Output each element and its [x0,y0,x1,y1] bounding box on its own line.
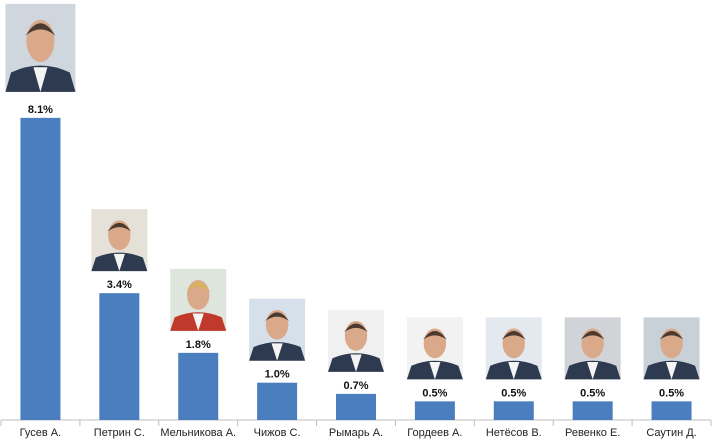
bar [20,117,61,421]
photo-hair [186,282,210,292]
photo-hair [502,330,526,340]
photo-shirt [33,67,48,92]
candidate-photo [328,309,384,372]
candidate-photo [91,209,148,272]
bar [257,382,298,420]
candidate-photo [5,3,76,92]
value-label: 0.5% [659,387,684,399]
category-label: Чижов С. [254,427,301,439]
photo-shirt [113,253,125,272]
bar [493,401,534,420]
bar [651,401,692,420]
category-label: Нетёсов В. [486,427,542,439]
candidate-photo [406,317,463,380]
photo-shirt [587,361,599,380]
candidate-photo [170,268,227,331]
category-label: Гусев А. [20,427,62,439]
category-label: Мельникова А. [160,427,236,439]
photo-shirt [271,343,283,361]
candidate-photo [249,298,306,361]
value-label: 0.7% [343,380,368,392]
photo-shirt [429,361,441,380]
bar [99,293,140,420]
photo-hair [25,23,56,36]
photo-hair [659,330,684,340]
category-label: Петрин С. [94,427,145,439]
category-label: Саутин Д. [646,427,696,439]
value-label: 0.5% [422,387,447,399]
photo-shirt [192,313,204,331]
category-label: Ревенко Е. [565,427,620,439]
photo-shirt [665,361,678,380]
photo-hair [107,222,132,232]
bar [572,401,613,420]
bar [336,393,376,420]
value-label: 8.1% [28,104,53,116]
photo-hair [423,330,447,340]
value-label: 3.4% [107,279,132,291]
category-label: Гордеев А. [407,427,462,439]
photo-hair [344,323,368,333]
value-label: 0.5% [580,387,605,399]
photo-shirt [350,354,362,372]
value-label: 0.5% [501,387,526,399]
photo-shirt [508,361,520,380]
candidate-photo [485,317,542,380]
bar [414,401,455,420]
category-label: Рымарь А. [329,427,383,439]
bar [178,352,219,420]
candidate-photo [643,317,700,380]
value-label: 1.8% [186,339,211,351]
photo-hair [265,312,289,322]
photo-hair [580,330,605,340]
value-label: 1.0% [265,369,290,381]
candidate-photo [564,317,621,380]
